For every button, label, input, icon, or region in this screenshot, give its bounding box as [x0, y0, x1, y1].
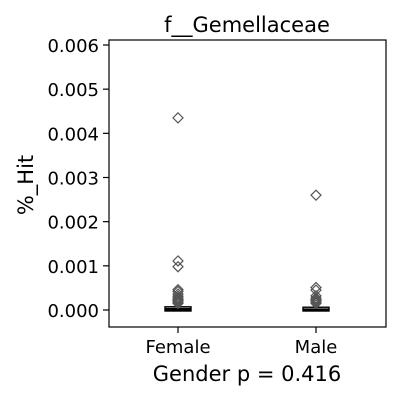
y-tick-label: 0.001	[47, 257, 99, 278]
outlier-diamond	[310, 294, 322, 307]
outlier-diamond	[310, 189, 322, 202]
boxes	[164, 306, 330, 312]
outlier-diamond	[172, 293, 184, 306]
outlier-diamond	[310, 292, 322, 304]
outlier-diamond	[172, 297, 184, 310]
outlier-diamond	[310, 297, 322, 310]
outlier-diamond	[172, 296, 184, 308]
outlier-diamond	[172, 260, 184, 273]
y-tick-label: 0.005	[47, 80, 99, 101]
outlier-markers	[172, 112, 322, 310]
x-axis: Female Male	[145, 327, 337, 358]
x-tick-label: Female	[145, 337, 210, 358]
outlier-diamond	[310, 296, 322, 308]
y-tick-label: 0.000	[47, 301, 99, 322]
x-tick-label: Male	[295, 337, 338, 358]
y-tick-label: 0.003	[47, 169, 99, 190]
outlier-diamond	[310, 290, 322, 302]
y-tick-label: 0.006	[47, 36, 99, 57]
outlier-diamond	[172, 255, 184, 267]
x-axis-label: Gender p = 0.416	[153, 362, 341, 386]
outlier-diamond	[310, 293, 322, 306]
y-tick-label: 0.004	[47, 124, 99, 145]
outlier-diamond	[172, 294, 184, 307]
chart-title: f__Gemellaceae	[164, 13, 330, 38]
outlier-diamond	[172, 292, 184, 304]
outlier-diamond	[172, 290, 184, 303]
plot-area	[108, 39, 387, 328]
y-axis: 0.000 0.001 0.002 0.003 0.004 0.005 0.006	[47, 36, 109, 322]
outlier-diamond	[172, 112, 184, 124]
y-tick-label: 0.002	[47, 213, 99, 234]
y-axis-label: %_Hit	[14, 155, 39, 215]
